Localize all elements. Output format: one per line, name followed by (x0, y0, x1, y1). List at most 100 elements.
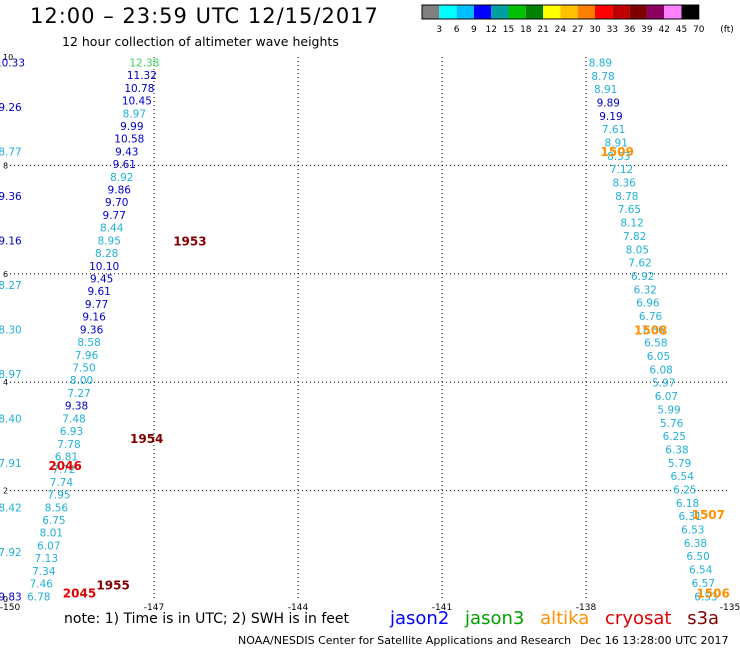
wave-height-value: 7.96 (75, 350, 99, 362)
wave-height-value: 7.72 (52, 464, 75, 476)
colorbar-swatch (612, 5, 630, 19)
legend-jason3: jason3 (465, 608, 525, 629)
wave-height-value: 11.32 (127, 70, 157, 82)
legend-altika: altika (540, 608, 590, 629)
wave-height-value: 5.76 (660, 418, 684, 430)
wave-height-value: 9.36 (0, 191, 22, 203)
y-tick-label: 8 (3, 161, 8, 170)
pass-time-label: 1506 (696, 587, 729, 601)
x-tick-label: -144 (288, 603, 309, 613)
colorbar-swatch (560, 5, 578, 19)
colorbar-swatch (629, 5, 647, 19)
wave-height-value: 8.91 (594, 84, 617, 96)
wave-height-value: 6.25 (673, 485, 696, 497)
wave-height-value: 9.16 (0, 235, 22, 247)
wave-height-value: 6.08 (649, 364, 672, 376)
wave-height-value: 7.95 (47, 490, 70, 502)
wave-height-value: 7.65 (618, 204, 641, 216)
legend-jason2: jason2 (390, 608, 450, 629)
wave-height-value: 8.42 (0, 502, 22, 514)
y-tick-label: 4 (3, 378, 8, 387)
colorbar-swatch (439, 5, 457, 19)
wave-height-value: 10.33 (0, 57, 25, 69)
wave-height-value: 8.77 (0, 146, 22, 158)
wave-height-value: 8.01 (40, 528, 63, 540)
wave-height-value: 6.54 (671, 471, 695, 483)
wave-height-value: 12.38 (129, 57, 159, 69)
wave-height-value: 6.92 (631, 271, 654, 283)
wave-height-value: 9.86 (108, 185, 132, 197)
wave-height-value: 8.56 (45, 502, 69, 514)
wave-height-value: 8.33 (607, 151, 630, 163)
wave-height-value: 6.78 (27, 591, 50, 603)
wave-height-value: 5.99 (657, 404, 680, 416)
wave-height-value: 6.81 (55, 451, 78, 463)
wave-height-value: 6.57 (692, 578, 715, 590)
wave-height-value: 6.05 (647, 351, 670, 363)
x-tick-label: -138 (576, 603, 597, 613)
wave-height-value: 6.38 (684, 538, 707, 550)
wave-height-value: 9.36 (80, 324, 104, 336)
wave-height-value: 8.78 (591, 71, 614, 83)
credit-line: NOAA/NESDIS Center for Satellite Applica… (238, 634, 572, 647)
wave-height-value: 7.92 (0, 547, 22, 559)
x-tick-label: -147 (144, 603, 164, 613)
wave-height-value: 6.31 (678, 511, 701, 523)
wave-height-value: 8.40 (0, 413, 22, 425)
wave-height-value: 9.61 (113, 159, 136, 171)
wave-height-value: 7.36 (642, 324, 666, 336)
colorbar-tick-label: 15 (503, 25, 514, 35)
wave-height-value: 9.99 (120, 121, 143, 133)
wave-height-value: 8.89 (589, 57, 612, 69)
wave-height-value: 9.19 (599, 111, 622, 123)
generated-timestamp: Dec 16 13:28:00 UTC 2017 (580, 634, 729, 647)
colorbar-swatch (508, 5, 526, 19)
y-tick-label: 0 (3, 595, 8, 604)
wave-height-value: 8.97 (123, 108, 146, 120)
wave-height-value: 8.36 (612, 178, 636, 190)
wave-height-value: 9.38 (65, 401, 88, 413)
colorbar-tick-label: 21 (537, 25, 548, 35)
satellite-legend: jason2 jason3 altika cryosat s3a (390, 608, 729, 629)
colorbar-swatch (525, 5, 544, 19)
pass-time-label: 2045 (63, 587, 96, 601)
wave-height-value: 8.12 (620, 218, 643, 230)
wave-height-value: 7.82 (623, 231, 646, 243)
colorbar-swatch (422, 5, 440, 19)
colorbar-swatch (681, 5, 699, 19)
wave-height-value: 6.53 (681, 525, 704, 537)
chart-title: 12:00 – 23:59 UTC 12/15/2017 (30, 4, 379, 28)
colorbar-unit-label: (ft) (720, 25, 734, 35)
wave-height-value: 6.07 (655, 391, 678, 403)
pass-time-label: 1509 (600, 145, 633, 159)
chart-subtitle: 12 hour collection of altimeter wave hei… (62, 34, 339, 49)
wave-height-value: 6.32 (634, 284, 657, 296)
wave-height-value: 7.62 (628, 258, 651, 270)
wave-height-value: 6.38 (665, 444, 688, 456)
wave-height-value: 6.25 (663, 431, 686, 443)
pass-time-label: 2046 (48, 459, 81, 473)
colorbar-tick-label: 42 (658, 25, 669, 35)
colorbar-tick-label: 3 (436, 25, 442, 35)
colorbar-swatch (577, 5, 595, 19)
colorbar-tick-label: 18 (520, 25, 532, 35)
colorbar-tick-label: 6 (454, 25, 460, 35)
colorbar-tick-label: 45 (676, 25, 687, 35)
wave-height-value: 7.61 (602, 124, 625, 136)
colorbar-tick-label: 36 (624, 25, 636, 35)
pass-time-label: 1507 (692, 508, 725, 522)
wave-height-value: 6.53 (694, 591, 717, 603)
colorbar-swatch (491, 5, 509, 19)
colorbar-swatch (595, 5, 613, 19)
wave-height-value: 6.75 (42, 515, 65, 527)
wave-height-value: 9.61 (87, 286, 110, 298)
colorbar-tick-label: 33 (607, 25, 618, 35)
wave-height-value: 7.50 (72, 362, 95, 374)
wave-height-value: 9.16 (82, 312, 106, 324)
x-tick-label: -141 (432, 603, 452, 613)
wave-height-value: 9.77 (103, 210, 126, 222)
colorbar-swatch (543, 5, 561, 19)
x-tick-label: -150 (0, 603, 20, 613)
colorbar-tick-label: 39 (641, 25, 653, 35)
pass-time-label: 1954 (130, 432, 163, 446)
